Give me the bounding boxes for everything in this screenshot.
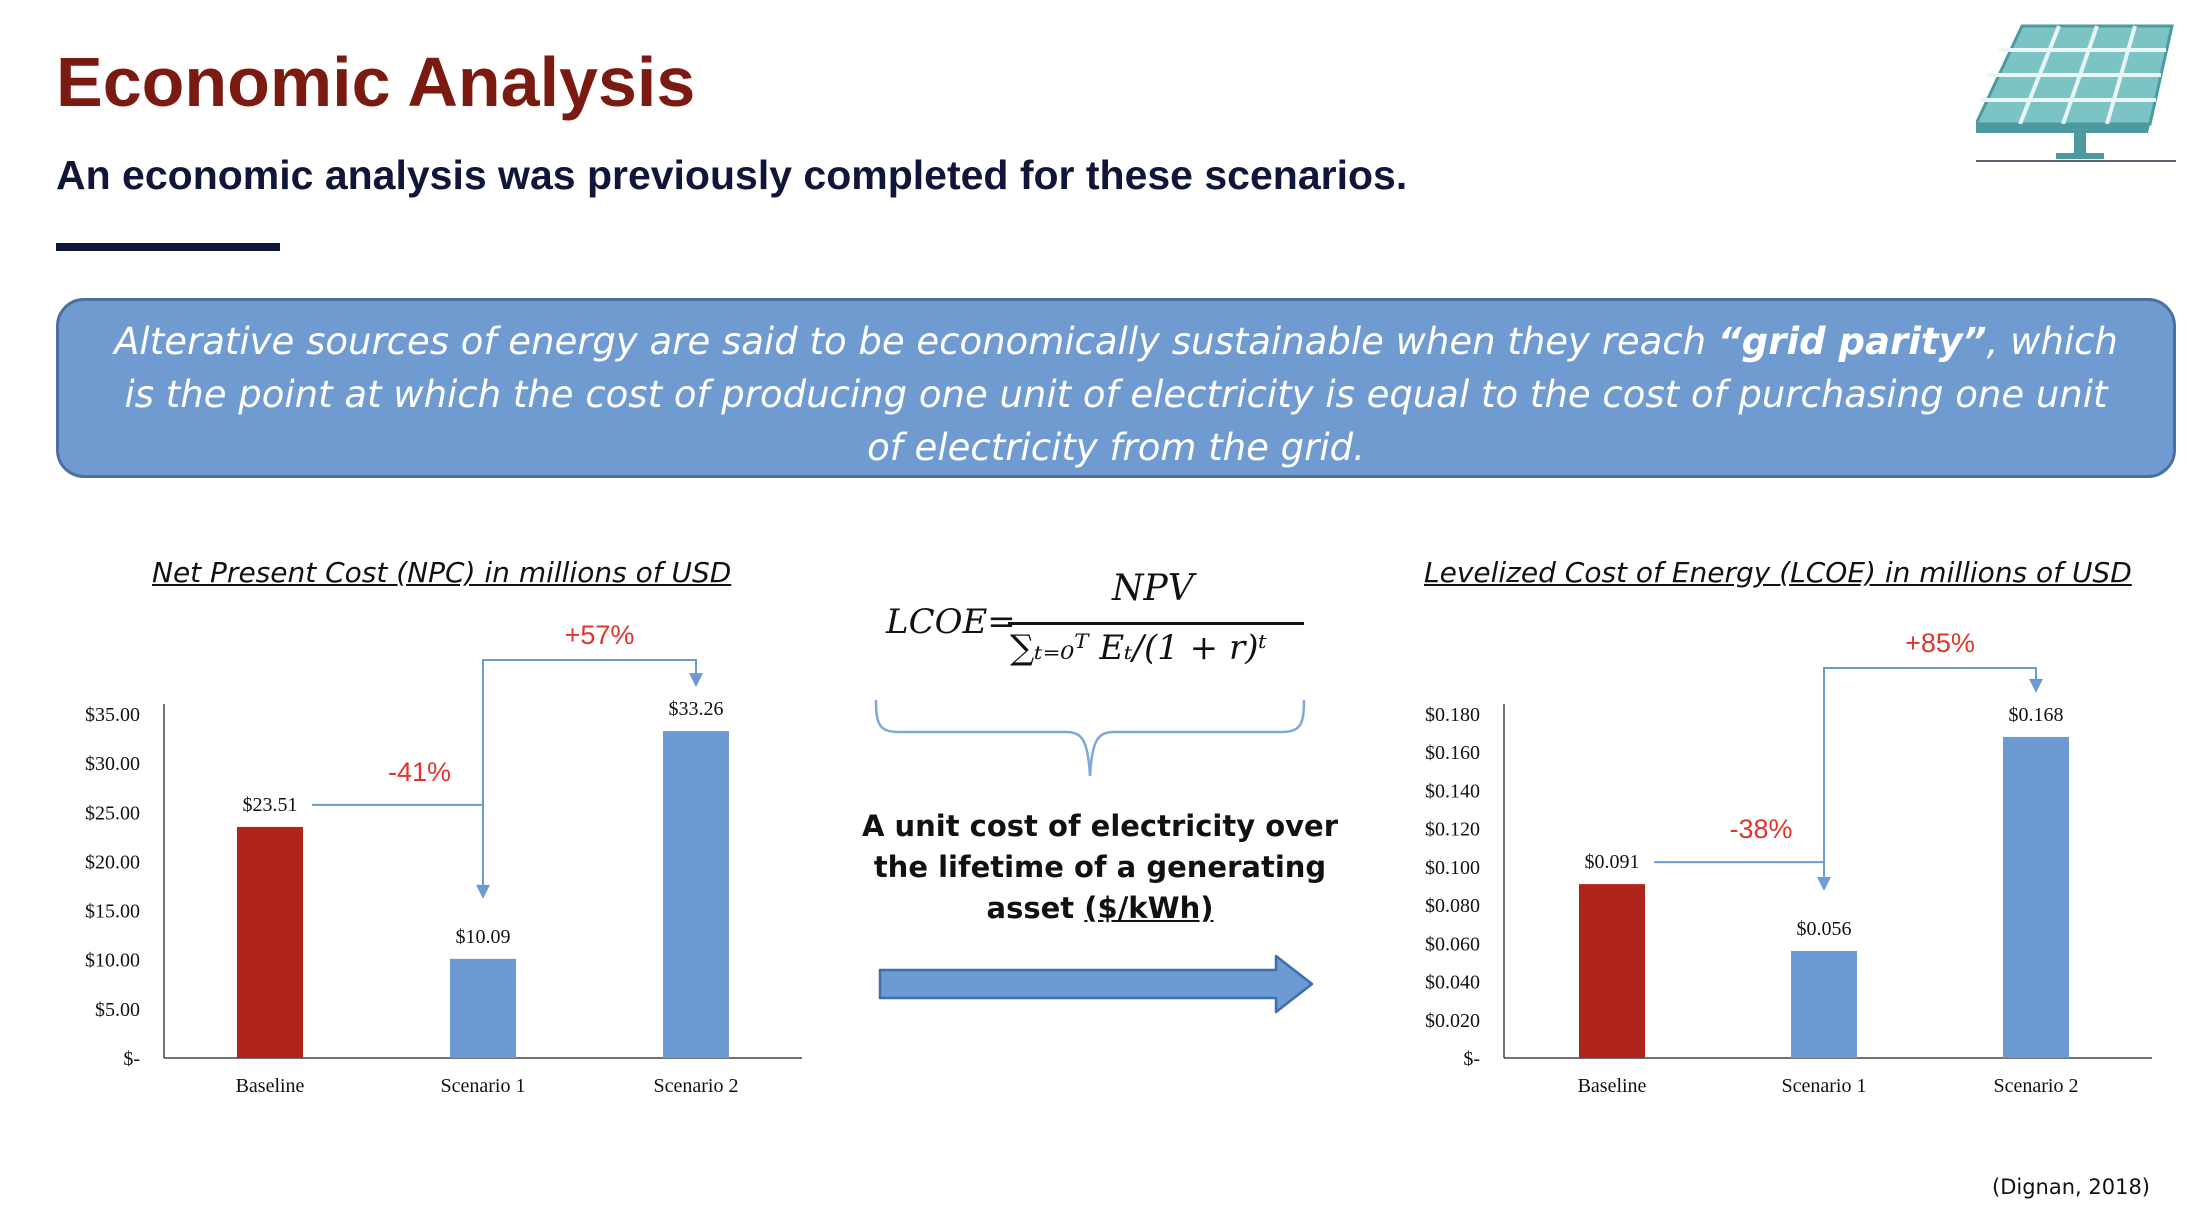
lcoe-data-label: $0.091 (1585, 851, 1640, 873)
lcoe-x-tick-label: Baseline (1578, 1075, 1647, 1097)
grid-parity-callout: Alterative sources of energy are said to… (56, 298, 2176, 478)
right-arrow-icon (878, 954, 1314, 1014)
lcoe-description: A unit cost of electricity over the life… (860, 806, 1340, 929)
npc-x-tick-label: Baseline (236, 1075, 305, 1097)
npc-change-label: +57% (565, 620, 635, 650)
npc-arrowhead (476, 884, 490, 899)
npc-y-tick-label: $25.00 (85, 802, 140, 824)
lcoe-bar (1579, 884, 1645, 1058)
lcoe-y-tick-label: $0.180 (1425, 704, 1480, 726)
npc-change-label: -41% (388, 757, 451, 787)
solar-panel-icon (1976, 24, 2176, 162)
formula-lhs: LCOE= (886, 602, 1016, 642)
lcoe-y-tick-label: $0.060 (1425, 933, 1480, 955)
lcoe-change-label: +85% (1905, 628, 1975, 658)
npc-y-tick-label: $35.00 (85, 704, 140, 726)
formula-fraction-bar (1008, 622, 1304, 625)
description-text: A unit cost of electricity over the life… (861, 809, 1339, 925)
npc-y-tick-label: $- (123, 1048, 140, 1070)
npc-x-tick-label: Scenario 1 (441, 1075, 526, 1097)
lcoe-y-tick-label: $0.120 (1425, 819, 1480, 841)
lcoe-arrowhead (1817, 876, 1831, 891)
title-underline (56, 243, 280, 251)
lcoe-formula: LCOE= NPV ∑ₜ₌₀ᵀ Eₜ/(1 + r)ᵗ (886, 568, 1306, 688)
lcoe-y-tick-label: $0.100 (1425, 857, 1480, 879)
lcoe-change-connector (1654, 861, 1825, 879)
npc-arrowhead (689, 673, 703, 688)
npc-data-label: $10.09 (456, 926, 511, 948)
npc-y-tick-label: $15.00 (85, 901, 140, 923)
npc-y-tick-label: $30.00 (85, 753, 140, 775)
lcoe-change-label: -38% (1729, 814, 1792, 844)
formula-numerator: NPV (1112, 568, 1194, 609)
npc-change-connector (482, 659, 697, 805)
lcoe-data-label: $0.168 (2009, 704, 2064, 726)
callout-text-after: , which is the point at which the cost o… (124, 320, 2118, 469)
lcoe-bar-chart: $- $0.020 $0.040 $0.060 $0.080 $0.100 $0.120 $0… (1425, 628, 2152, 1097)
citation: (Dignan, 2018) (1992, 1175, 2151, 1199)
npc-y-tick-label: $20.00 (85, 851, 140, 873)
lcoe-arrowhead (2029, 678, 2043, 693)
lcoe-x-tick-label: Scenario 1 (1782, 1075, 1867, 1097)
lcoe-data-label: $0.056 (1797, 918, 1852, 940)
formula-denominator: ∑ₜ₌₀ᵀ Eₜ/(1 + r)ᵗ (1010, 628, 1267, 668)
lcoe-y-tick-label: $0.020 (1425, 1010, 1480, 1032)
lcoe-y-tick-label: $- (1463, 1048, 1480, 1070)
lcoe-y-tick-label: $0.040 (1425, 972, 1480, 994)
npc-data-label: $33.26 (669, 698, 724, 720)
lcoe-y-tick-label: $0.160 (1425, 742, 1480, 764)
npc-bar-chart: $- $5.00 $10.00 $15.00 $20.00 $25.00 $30.00 $35… (85, 620, 802, 1097)
description-unit: ($/kWh) (1084, 891, 1214, 925)
npc-data-label: $23.51 (243, 794, 298, 816)
lcoe-change-connector (1823, 667, 2037, 863)
page-title: Economic Analysis (56, 43, 696, 121)
lcoe-chart-title: Levelized Cost of Energy (LCOE) in milli… (1424, 556, 2132, 589)
page-subtitle: An economic analysis was previously comp… (56, 152, 1408, 198)
npc-change-connector (312, 803, 484, 887)
lcoe-bar (1791, 950, 1857, 1058)
lcoe-y-tick-label: $0.140 (1425, 780, 1480, 802)
npc-chart-title: Net Present Cost (NPC) in millions of US… (152, 556, 732, 589)
lcoe-x-tick-label: Scenario 2 (1994, 1075, 2079, 1097)
npc-bar (663, 731, 729, 1058)
npc-bar (450, 958, 516, 1058)
npc-y-tick-label: $10.00 (85, 950, 140, 972)
callout-text-before: Alterative sources of energy are said to… (114, 320, 1718, 363)
lcoe-bar (2003, 736, 2069, 1058)
callout-emphasis: “grid parity” (1717, 320, 1987, 363)
npc-y-tick-label: $5.00 (95, 999, 140, 1021)
npc-bar (237, 826, 303, 1058)
npc-x-tick-label: Scenario 2 (654, 1075, 739, 1097)
brace-icon (874, 699, 1306, 777)
lcoe-y-tick-label: $0.080 (1425, 895, 1480, 917)
